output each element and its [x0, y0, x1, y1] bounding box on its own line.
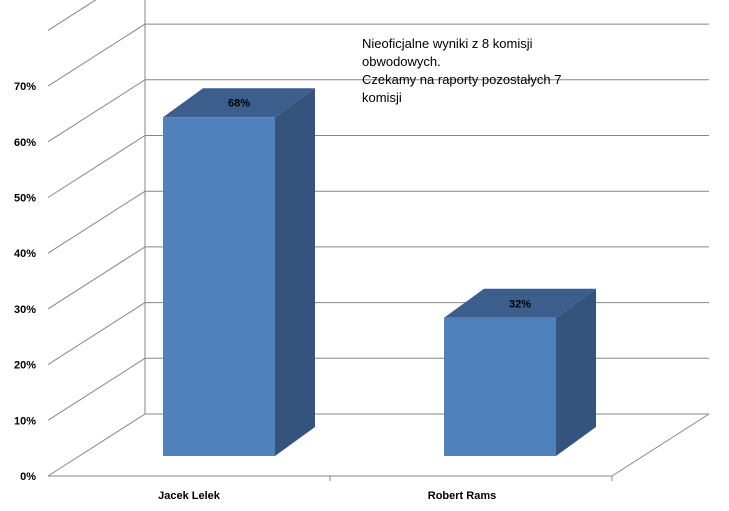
gridline-side	[47, 79, 146, 143]
chart-bars: 68% 32%	[163, 88, 596, 457]
bar-data-label: 68%	[228, 98, 250, 110]
bar-side	[556, 288, 596, 456]
gridline-side	[47, 23, 146, 87]
gridline-side	[47, 246, 146, 310]
x-category-label: Robert Rams	[428, 490, 496, 502]
x-axis-categories: Jacek Lelek Robert Rams	[158, 490, 496, 502]
bar-front	[163, 117, 275, 457]
gridline-side	[47, 302, 146, 366]
y-tick-label: 20%	[14, 360, 36, 372]
floor-right-edge	[611, 413, 710, 477]
bar-top	[444, 288, 596, 318]
y-axis-ticks: 0% 10% 20% 30% 40% 50% 60% 70%	[14, 81, 36, 483]
x-category-label: Jacek Lelek	[158, 490, 221, 502]
gridline-side	[47, 413, 146, 477]
bar-top	[163, 88, 315, 118]
chart-annotation: Nieoficjalne wyniki z 8 komisji obwodowy…	[362, 35, 592, 107]
y-tick-label: 60%	[14, 137, 36, 149]
y-tick-label: 0%	[20, 471, 36, 483]
bar-side	[275, 88, 315, 457]
annotation-line-1: Nieoficjalne wyniki z 8 komisji	[362, 36, 533, 51]
bar-data-label: 32%	[509, 298, 531, 310]
gridline-side	[47, 135, 146, 198]
y-tick-label: 50%	[14, 193, 36, 205]
annotation-line-4: komisji	[362, 90, 402, 105]
annotation-line-2: obwodowych.	[362, 54, 441, 69]
annotation-line-3: Czekamy na raporty pozostałych 7	[362, 72, 562, 87]
y-tick-label: 40%	[14, 248, 36, 260]
y-tick-label: 10%	[14, 415, 36, 427]
y-tick-label: 30%	[14, 304, 36, 316]
gridline-side	[47, 0, 97, 31]
gridline-side	[47, 190, 146, 254]
y-tick-label: 70%	[14, 81, 36, 93]
bar-2: 32%	[444, 288, 596, 456]
bar-1: 68%	[163, 88, 315, 457]
gridline-side	[47, 357, 146, 421]
bar-front	[444, 317, 556, 456]
